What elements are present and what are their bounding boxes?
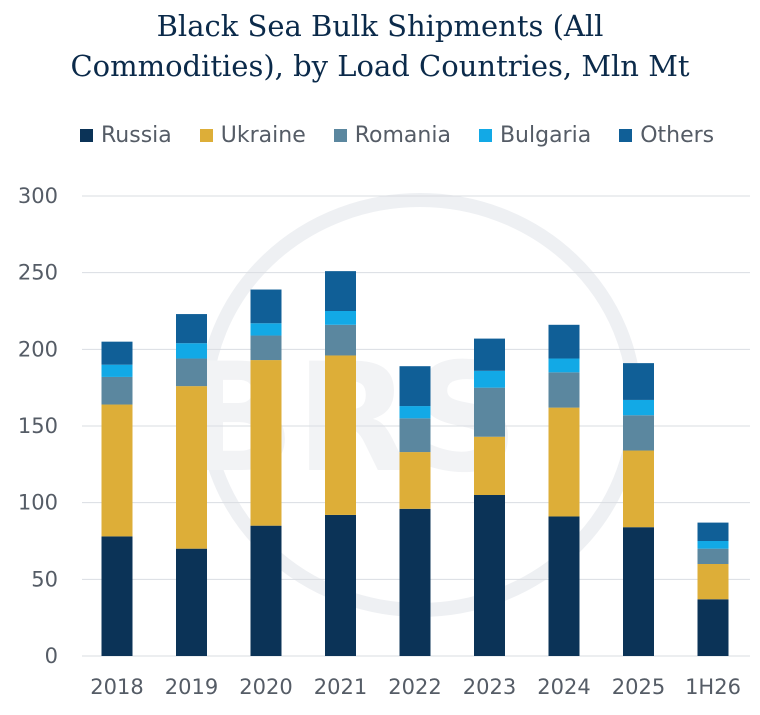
- x-tick-label: 2020: [239, 675, 292, 699]
- bar-segment-romania-2018: [101, 376, 133, 405]
- bar-segment-others-2020: [250, 289, 282, 324]
- bar-segment-ukraine-2022: [399, 452, 431, 509]
- legend-item-russia: Russia: [80, 123, 172, 148]
- bar-segment-others-2025: [623, 363, 654, 400]
- legend-label: Russia: [101, 122, 172, 148]
- y-tick-label: 200: [18, 337, 58, 361]
- bar-segment-russia-2024: [548, 516, 580, 656]
- bar-segment-ukraine-2020: [250, 360, 282, 526]
- bar-segment-russia-2018: [101, 536, 133, 656]
- bar-segment-russia-2020: [250, 525, 282, 656]
- legend-label: Others: [640, 122, 715, 148]
- bar-segment-romania-2020: [250, 335, 282, 361]
- x-tick-label: 2022: [388, 675, 441, 699]
- bar-segment-romania-2023: [474, 387, 505, 437]
- bar-segment-ukraine-2025: [623, 450, 654, 528]
- legend-swatch: [619, 128, 633, 142]
- x-tick-label: 2023: [463, 675, 516, 699]
- bar-segment-bulgaria-2022: [399, 406, 431, 419]
- bar-segment-bulgaria-1h26: [697, 541, 729, 549]
- legend-swatch: [333, 128, 347, 142]
- legend-item-others: Others: [619, 123, 714, 148]
- chart-legend: Russia Ukraine Romania Bulgaria Others: [80, 118, 742, 152]
- bar-segment-romania-2022: [399, 418, 431, 453]
- x-tick-label: 2018: [90, 675, 143, 699]
- y-tick-label: 300: [18, 184, 58, 208]
- bar-segment-others-2021: [325, 271, 356, 311]
- legend-swatch: [80, 128, 93, 142]
- bar-segment-ukraine-2018: [101, 404, 133, 537]
- x-tick-label: 2021: [314, 675, 367, 699]
- chart-title: Black Sea Bulk Shipments (All Commoditie…: [0, 6, 760, 86]
- legend-label: Ukraine: [220, 122, 306, 148]
- bar-segment-bulgaria-2018: [101, 364, 133, 377]
- bar-segment-bulgaria-2020: [250, 323, 282, 336]
- bar-segment-others-2022: [399, 366, 431, 407]
- bar-segment-ukraine-2019: [176, 386, 207, 549]
- bar-segment-russia-1h26: [697, 599, 729, 656]
- legend-item-ukraine: Ukraine: [199, 122, 306, 148]
- bar-segment-ukraine-1h26: [697, 564, 729, 600]
- legend-item-bulgaria: Bulgaria: [478, 122, 592, 148]
- bar-segment-romania-1h26: [697, 548, 729, 564]
- y-tick-label: 150: [18, 414, 58, 438]
- legend-label: Bulgaria: [499, 122, 592, 148]
- y-tick-label: 250: [18, 261, 58, 285]
- legend-label: Romania: [354, 122, 451, 148]
- bar-segment-others-2019: [176, 314, 207, 344]
- bar-segment-bulgaria-2025: [623, 399, 654, 416]
- bar-segment-bulgaria-2019: [176, 343, 207, 359]
- x-tick-label: 1H26: [685, 675, 741, 699]
- legend-swatch: [478, 128, 492, 142]
- bar-segment-others-2018: [101, 341, 133, 365]
- chart-title-line-1: Black Sea Bulk Shipments (All: [156, 9, 604, 43]
- x-tick-label: 2025: [612, 675, 665, 699]
- bar-segment-bulgaria-2023: [474, 370, 505, 388]
- y-tick-label: 50: [31, 567, 58, 591]
- bar-segment-romania-2024: [548, 372, 580, 408]
- x-tick-label: 2024: [537, 675, 590, 699]
- bar-segment-russia-2023: [474, 495, 505, 656]
- y-tick-label: 0: [45, 644, 58, 668]
- bar-segment-russia-2019: [176, 548, 207, 656]
- bar-segment-romania-2021: [325, 324, 356, 356]
- bar-segment-ukraine-2021: [325, 355, 356, 515]
- x-tick-label: 2019: [165, 675, 218, 699]
- bar-segment-bulgaria-2024: [548, 358, 580, 373]
- legend-item-romania: Romania: [333, 122, 451, 148]
- bar-segment-russia-2022: [399, 508, 431, 656]
- bar-segment-ukraine-2023: [474, 436, 505, 495]
- chart-title-line-2: Commodities), by Load Countries, Mln Mt: [70, 49, 690, 83]
- bar-segment-russia-2021: [325, 514, 356, 656]
- bar-segment-romania-2025: [623, 415, 654, 451]
- bar-segment-bulgaria-2021: [325, 311, 356, 325]
- bar-segment-others-2023: [474, 338, 505, 371]
- legend-swatch: [199, 128, 213, 142]
- bar-segment-romania-2019: [176, 358, 207, 387]
- y-tick-label: 100: [18, 491, 58, 515]
- bar-segment-others-1h26: [697, 522, 729, 541]
- bars: [101, 271, 729, 656]
- bar-segment-others-2024: [548, 324, 580, 359]
- bar-segment-ukraine-2024: [548, 407, 580, 517]
- y-axis: 0 50 100 150 200 250 300: [18, 184, 58, 668]
- bar-segment-russia-2025: [623, 527, 654, 656]
- x-axis: 2018 2019 2020 2021 2022 2023 2024 2025 1H26: [90, 675, 741, 699]
